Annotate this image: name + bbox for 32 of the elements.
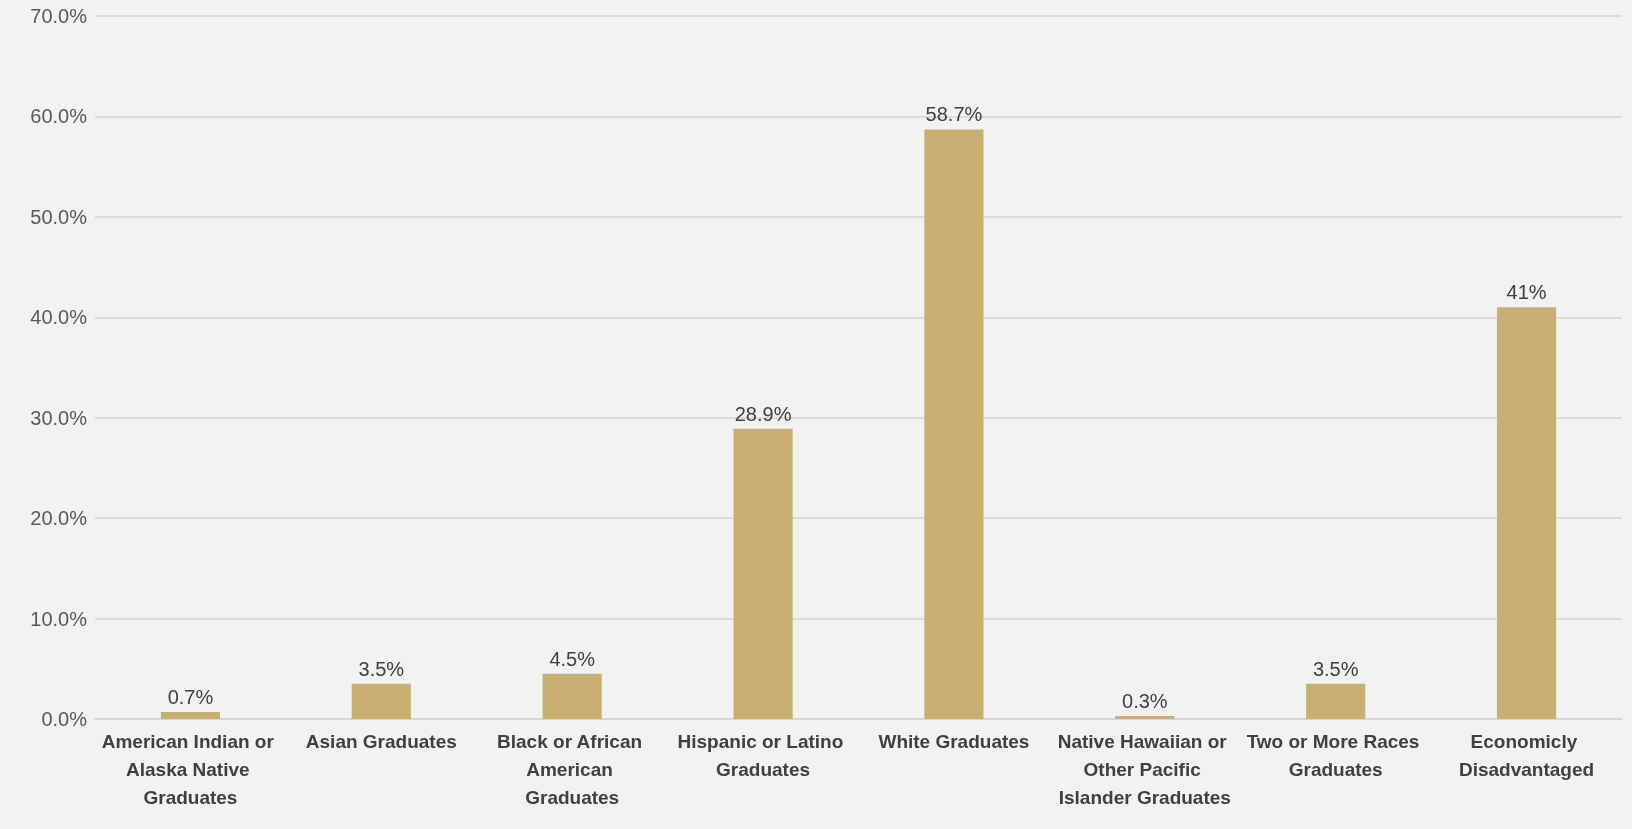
data-label: 3.5% [358,657,405,680]
x-tick-label: Native Hawaiian or Other Pacific Islander Graduates [1057,730,1232,808]
y-tick-label: 0.0% [41,708,88,730]
y-tick-label: 50.0% [30,205,88,228]
bar [1496,307,1557,719]
y-tick-label: 70.0% [30,5,88,27]
x-tick-label: Hispanic or Latino Graduates [677,730,849,780]
data-label: 0.7% [167,685,214,708]
x-tick-label: Asian Graduates [305,730,457,752]
y-tick-label: 30.0% [30,406,88,429]
bar [1306,683,1366,719]
x-tick-label: White Graduates [878,730,1030,752]
x-tick-label: Two or More Races Graduates [1246,730,1425,780]
y-tick-label: 40.0% [30,306,88,329]
x-tick-label: Black or African American Graduates [497,730,648,808]
data-label: 41% [1506,281,1547,304]
y-tick-label: 20.0% [30,507,88,530]
data-label: 4.5% [549,647,596,670]
y-tick-label: 10.0% [30,607,88,630]
bar [351,683,411,719]
data-label: 28.9% [734,402,792,425]
data-label: 58.7% [925,103,983,126]
bar [924,129,984,719]
bar [1115,715,1175,719]
x-tick-label: Economicly Disadvantaged [1458,730,1595,780]
y-tick-label: 60.0% [30,105,88,128]
bar [542,673,602,719]
bar [733,428,793,719]
bar [160,711,221,719]
data-label: 0.3% [1122,689,1168,712]
x-tick-label: American Indian or Alaska Native Graduates [101,730,280,808]
data-label: 3.5% [1312,657,1359,680]
